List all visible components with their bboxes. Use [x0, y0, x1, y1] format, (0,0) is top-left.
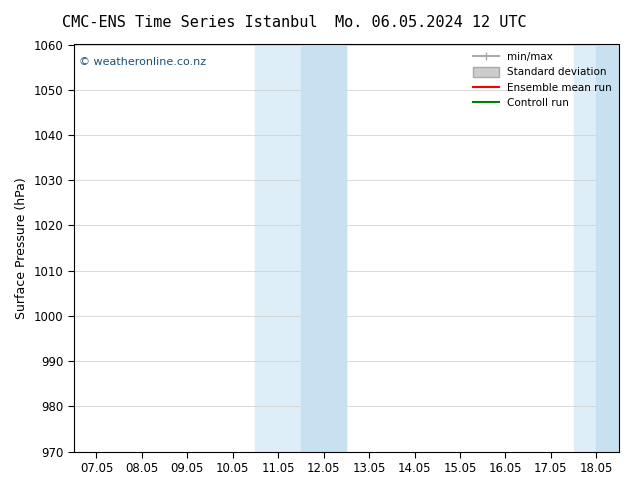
Bar: [574, 45, 619, 452]
Text: © weatheronline.co.nz: © weatheronline.co.nz: [79, 57, 206, 67]
Y-axis label: Surface Pressure (hPa): Surface Pressure (hPa): [15, 177, 28, 319]
Bar: [301, 45, 346, 452]
Legend: min/max, Standard deviation, Ensemble mean run, Controll run: min/max, Standard deviation, Ensemble me…: [469, 48, 616, 113]
Text: CMC-ENS Time Series Istanbul: CMC-ENS Time Series Istanbul: [63, 15, 318, 30]
Text: Mo. 06.05.2024 12 UTC: Mo. 06.05.2024 12 UTC: [335, 15, 527, 30]
Bar: [597, 45, 619, 452]
Bar: [256, 45, 346, 452]
